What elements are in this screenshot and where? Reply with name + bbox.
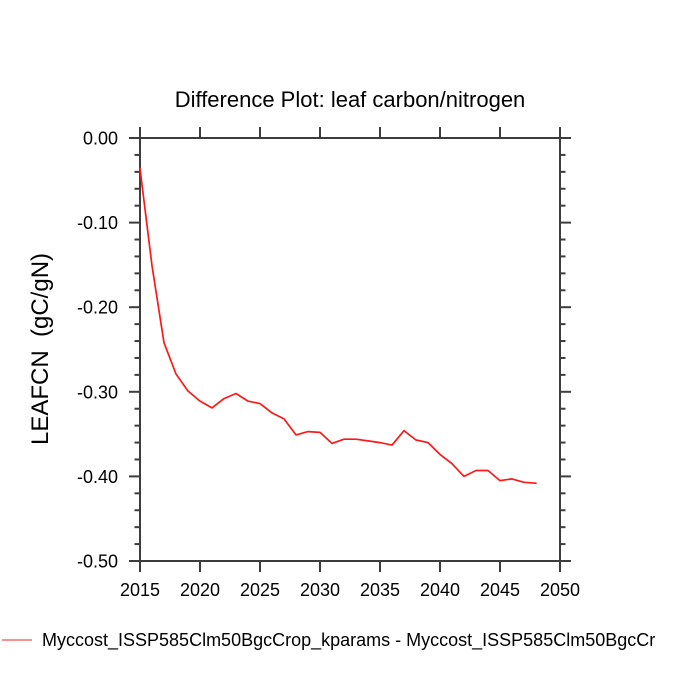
y-tick-label: -0.10 <box>77 213 118 233</box>
plot-frame <box>139 137 561 562</box>
x-tick-label: 2035 <box>360 580 400 600</box>
y-tick-label: -0.50 <box>77 552 118 572</box>
y-tick-label: -0.40 <box>77 467 118 487</box>
y-tick-label: -0.30 <box>77 382 118 402</box>
x-tick-label: 2020 <box>180 580 220 600</box>
y-tick-label: 0.00 <box>83 129 118 149</box>
chart-title: Difference Plot: leaf carbon/nitrogen <box>175 87 526 112</box>
x-tick-label: 2015 <box>120 580 160 600</box>
legend: Myccost_ISSP585Clm50BgcCrop_kparams - My… <box>2 630 655 651</box>
x-tick-label: 2030 <box>300 580 340 600</box>
x-tick-label: 2050 <box>540 580 580 600</box>
x-tick-label: 2040 <box>420 580 460 600</box>
x-tick-label: 2025 <box>240 580 280 600</box>
difference-line <box>139 167 537 485</box>
y-tick-label: -0.20 <box>77 298 118 318</box>
axes-layer: 2015 2020 2025 2030 2035 2040 2045 2050 0.00 -0.1… <box>77 127 580 600</box>
legend-label: Myccost_ISSP585Clm50BgcCrop_kparams - My… <box>42 630 655 651</box>
x-tick-label: 2045 <box>480 580 520 600</box>
y-axis-label: LEAFCN (gC/gN) <box>27 253 54 445</box>
